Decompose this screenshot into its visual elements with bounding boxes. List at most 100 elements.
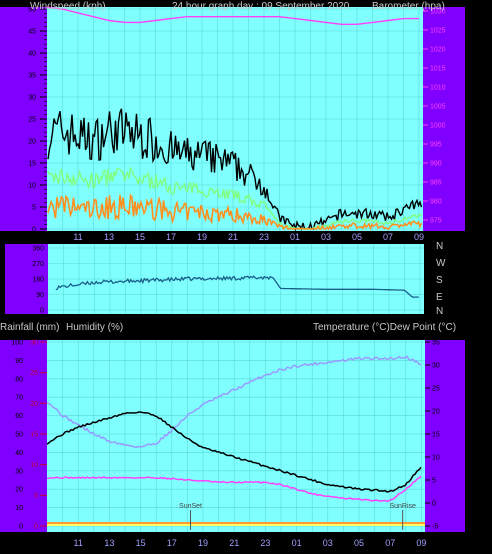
wind-axis-tick-label: 35 <box>28 73 36 80</box>
humidity-axis-tick-label: 30 <box>15 468 23 475</box>
rainfall-axis-tick-label: 30 <box>30 340 38 347</box>
temp-x-tick-label: 13 <box>104 538 114 548</box>
windspeed-low-series <box>47 193 423 231</box>
humidity-axis-tick-label: 90 <box>15 358 23 365</box>
temperature-axis-tick-label: 25 <box>432 386 440 393</box>
wind-x-tick-label: 23 <box>259 232 269 242</box>
humidity-axis-tick-label: 20 <box>15 487 23 494</box>
temp-x-tick-label: 09 <box>416 538 426 548</box>
temperature-series <box>46 411 422 493</box>
direction-label-s: S <box>436 275 443 286</box>
rainfall-rate-baseline <box>47 522 425 524</box>
wind-direction-series <box>55 275 419 298</box>
windspeed-axis-label: Windspeed (kph) <box>30 1 106 12</box>
temp-x-tick-label: 05 <box>354 538 364 548</box>
rainfall-axis-tick-label: 10 <box>30 462 38 469</box>
humidity-axis-tick-label: 0 <box>19 524 23 531</box>
direction-label-n-bottom: N <box>436 306 443 317</box>
temp-x-tick-label: 15 <box>136 538 146 548</box>
wind-x-tick-label: 11 <box>73 232 82 242</box>
temperature-axis-tick-label: 15 <box>432 432 440 439</box>
temp-x-tick-label: 19 <box>198 538 208 548</box>
humidity-axis-tick-label: 10 <box>15 505 23 512</box>
temperature-axis-tick-label: 30 <box>432 363 440 370</box>
wind-x-tick-label: 13 <box>104 232 114 242</box>
wind-axis-tick-label: 25 <box>28 117 36 124</box>
sunset-label: SunSet <box>179 503 202 510</box>
wind-x-tick-label: 03 <box>321 232 331 242</box>
temperature-axis-tick-label: -5 <box>432 524 438 531</box>
temp-x-tick-label: 21 <box>229 538 239 548</box>
humidity-axis-tick-label: 100 <box>11 340 23 347</box>
wind-panel-left-band <box>0 7 47 231</box>
wind-axis-tick-label: 0 <box>32 227 36 234</box>
temp-x-tick-label: 23 <box>260 538 270 548</box>
dewpoint-series <box>46 475 422 503</box>
humidity-axis-tick-label: 50 <box>15 432 23 439</box>
humidity-axis-tick-label: 40 <box>15 450 23 457</box>
wind-x-tick-label: 17 <box>166 232 176 242</box>
temperature-axis-tick-label: 5 <box>432 478 436 485</box>
wind-axis-tick-label: 30 <box>28 95 36 102</box>
wind-panel-right-band <box>423 7 465 231</box>
temperature-axis-tick-label: 35 <box>432 340 440 347</box>
direction-label-w: W <box>436 258 446 269</box>
wind-x-tick-label: 21 <box>228 232 238 242</box>
temp-x-tick-label: 17 <box>167 538 177 548</box>
rainfall-axis-tick-label: 15 <box>30 432 38 439</box>
windspeed-average-series <box>47 166 422 231</box>
barometer-axis-tick-label: 1030 <box>430 9 446 16</box>
direction-axis-tick-label: 180 <box>32 277 44 284</box>
direction-axis-tick-label: 270 <box>32 261 44 268</box>
wind-x-tick-label: 19 <box>197 232 207 242</box>
barometer-series <box>46 6 419 25</box>
wind-axis-tick-label: 40 <box>28 51 36 58</box>
direction-label-n-top: N <box>436 241 443 252</box>
barometer-axis-tick-label: 995 <box>430 142 442 149</box>
graph-title: 24 hour graph day : 09 September 2020 <box>172 1 350 12</box>
temperature-axis-tick-label: 10 <box>432 455 440 462</box>
temperature-axis-tick-label: 0 <box>432 501 436 508</box>
wind-x-tick-label: 07 <box>383 232 393 242</box>
rainfall-total-baseline <box>47 524 425 526</box>
wind-axis-tick-label: 10 <box>28 183 36 190</box>
barometer-axis-label: Barometer (hpa) <box>372 1 445 12</box>
wind-x-tick-label: 09 <box>414 232 424 242</box>
wind-x-tick-label: 01 <box>290 232 300 242</box>
barometer-axis-tick-label: 1010 <box>430 85 446 92</box>
rainfall-axis-tick-label: 25 <box>30 370 38 377</box>
temp-plot-area <box>47 340 425 532</box>
humidity-series <box>46 355 422 448</box>
windspeed-gust-series <box>47 108 423 232</box>
barometer-axis-tick-label: 1000 <box>430 123 446 130</box>
temp-x-tick-label: 07 <box>385 538 395 548</box>
temp-x-tick-label: 01 <box>292 538 302 548</box>
barometer-axis-tick-label: 1005 <box>430 104 446 111</box>
temp-panel-left-band <box>0 340 47 532</box>
sunrise-label: SunRise <box>389 503 416 510</box>
barometer-axis-tick-label: 975 <box>430 218 442 225</box>
temp-panel-right-band <box>425 340 465 532</box>
rainfall-axis-tick-label: 20 <box>30 401 38 408</box>
barometer-axis-tick-label: 990 <box>430 161 442 168</box>
direction-panel-left-band <box>5 244 48 314</box>
barometer-axis-tick-label: 980 <box>430 199 442 206</box>
direction-label-e: E <box>436 292 443 303</box>
humidity-axis-label: Humidity (%) <box>66 322 123 333</box>
wind-axis-tick-label: 5 <box>32 205 36 212</box>
direction-axis-tick-label: 360 <box>32 246 44 253</box>
wind-axis-tick-label: 20 <box>28 139 36 146</box>
temp-x-tick-label: 11 <box>74 538 83 548</box>
rainfall-axis-tick-label: 5 <box>34 493 38 500</box>
temperature-axis-label: Temperature (°C)Dew Point (°C) <box>313 322 456 333</box>
wind-axis-tick-label: 45 <box>28 29 36 36</box>
humidity-axis-tick-label: 60 <box>15 413 23 420</box>
temperature-axis-tick-label: 20 <box>432 409 440 416</box>
rainfall-axis-label: Rainfall (mm) <box>0 322 59 333</box>
wind-axis-tick-label: 50 <box>28 7 36 14</box>
humidity-axis-tick-label: 80 <box>15 376 23 383</box>
rainfall-axis-tick-label: 0 <box>34 524 38 531</box>
temp-x-tick-label: 03 <box>323 538 333 548</box>
barometer-axis-tick-label: 1020 <box>430 47 446 54</box>
